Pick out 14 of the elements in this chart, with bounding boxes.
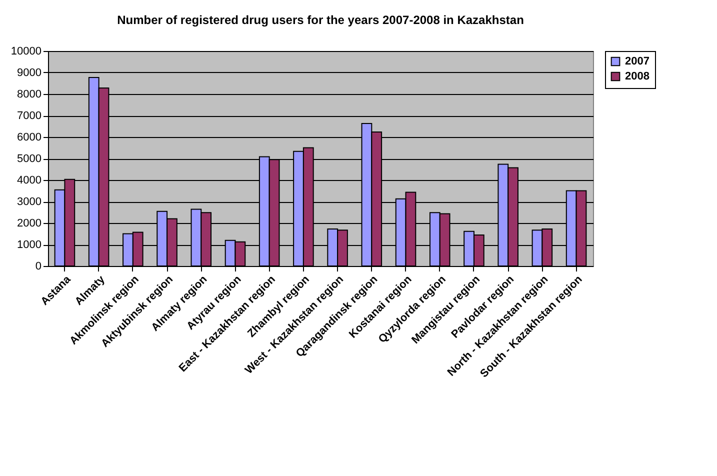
legend-label: 2008 xyxy=(625,70,650,82)
y-tick-label: 2000 xyxy=(17,218,42,230)
y-tick-label: 9000 xyxy=(17,67,42,79)
y-tick-label: 5000 xyxy=(17,153,42,165)
y-tick-label: 10000 xyxy=(10,46,42,58)
chart-title: Number of registered drug users for the years 2007-2008 in Kazakhstan xyxy=(117,13,524,27)
legend-label: 2007 xyxy=(625,56,650,68)
y-tick-label: 3000 xyxy=(17,196,42,208)
y-tick-label: 1000 xyxy=(17,239,42,251)
y-tick-label: 8000 xyxy=(17,88,42,100)
y-tick-label: 0 xyxy=(35,260,42,272)
y-tick-label: 7000 xyxy=(17,110,42,122)
y-tick-label: 4000 xyxy=(17,174,42,186)
y-tick-label: 6000 xyxy=(17,132,42,144)
